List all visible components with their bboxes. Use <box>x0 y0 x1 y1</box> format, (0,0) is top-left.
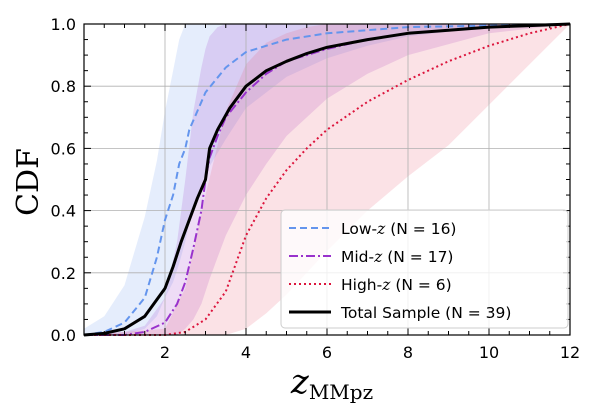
line-series-2 <box>84 23 571 336</box>
legend-label-2: High-z (N = 6) <box>341 276 452 294</box>
legend-label-3: Total Sample (N = 39) <box>340 304 511 322</box>
x-tick-label: 6 <box>322 343 332 362</box>
band-series-1 <box>84 24 570 335</box>
y-tick-label: 0.8 <box>51 77 76 96</box>
line-series-0 <box>83 23 571 336</box>
x-tick-label: 4 <box>241 343 251 362</box>
legend: Low-z (N = 16) Mid-z (N = 17) High-z (N = … <box>280 209 569 329</box>
legend-label-1: Mid-z (N = 17) <box>341 248 453 266</box>
x-axis-label: zMMpz <box>290 362 373 404</box>
legend-box <box>280 209 569 329</box>
x-axis-label-subscript: MMpz <box>309 380 373 404</box>
legend-items: Low-z (N = 16) Mid-z (N = 17) High-z (N = … <box>289 220 511 322</box>
series-lines <box>83 22 571 337</box>
tick-labels: 2 4 6 8 10 12 0.0 0.2 0.4 0.6 0.8 1.0 <box>51 15 581 362</box>
band-series-0 <box>84 24 570 335</box>
x-tick-label: 8 <box>403 343 413 362</box>
x-tick-label: 12 <box>560 343 580 362</box>
line-series-3 <box>83 22 571 337</box>
y-tick-label: 0.6 <box>51 139 76 158</box>
legend-label-0: Low-z (N = 16) <box>341 220 456 238</box>
y-tick-label: 1.0 <box>51 15 76 34</box>
x-axis-label-main: z <box>290 362 310 402</box>
y-tick-label: 0.0 <box>51 326 76 345</box>
y-tick-label: 0.2 <box>51 264 76 283</box>
y-axis-label: CDF <box>11 148 46 216</box>
x-tick-label: 2 <box>160 343 170 362</box>
y-tick-label: 0.4 <box>51 202 76 221</box>
x-tick-label: 10 <box>479 343 499 362</box>
